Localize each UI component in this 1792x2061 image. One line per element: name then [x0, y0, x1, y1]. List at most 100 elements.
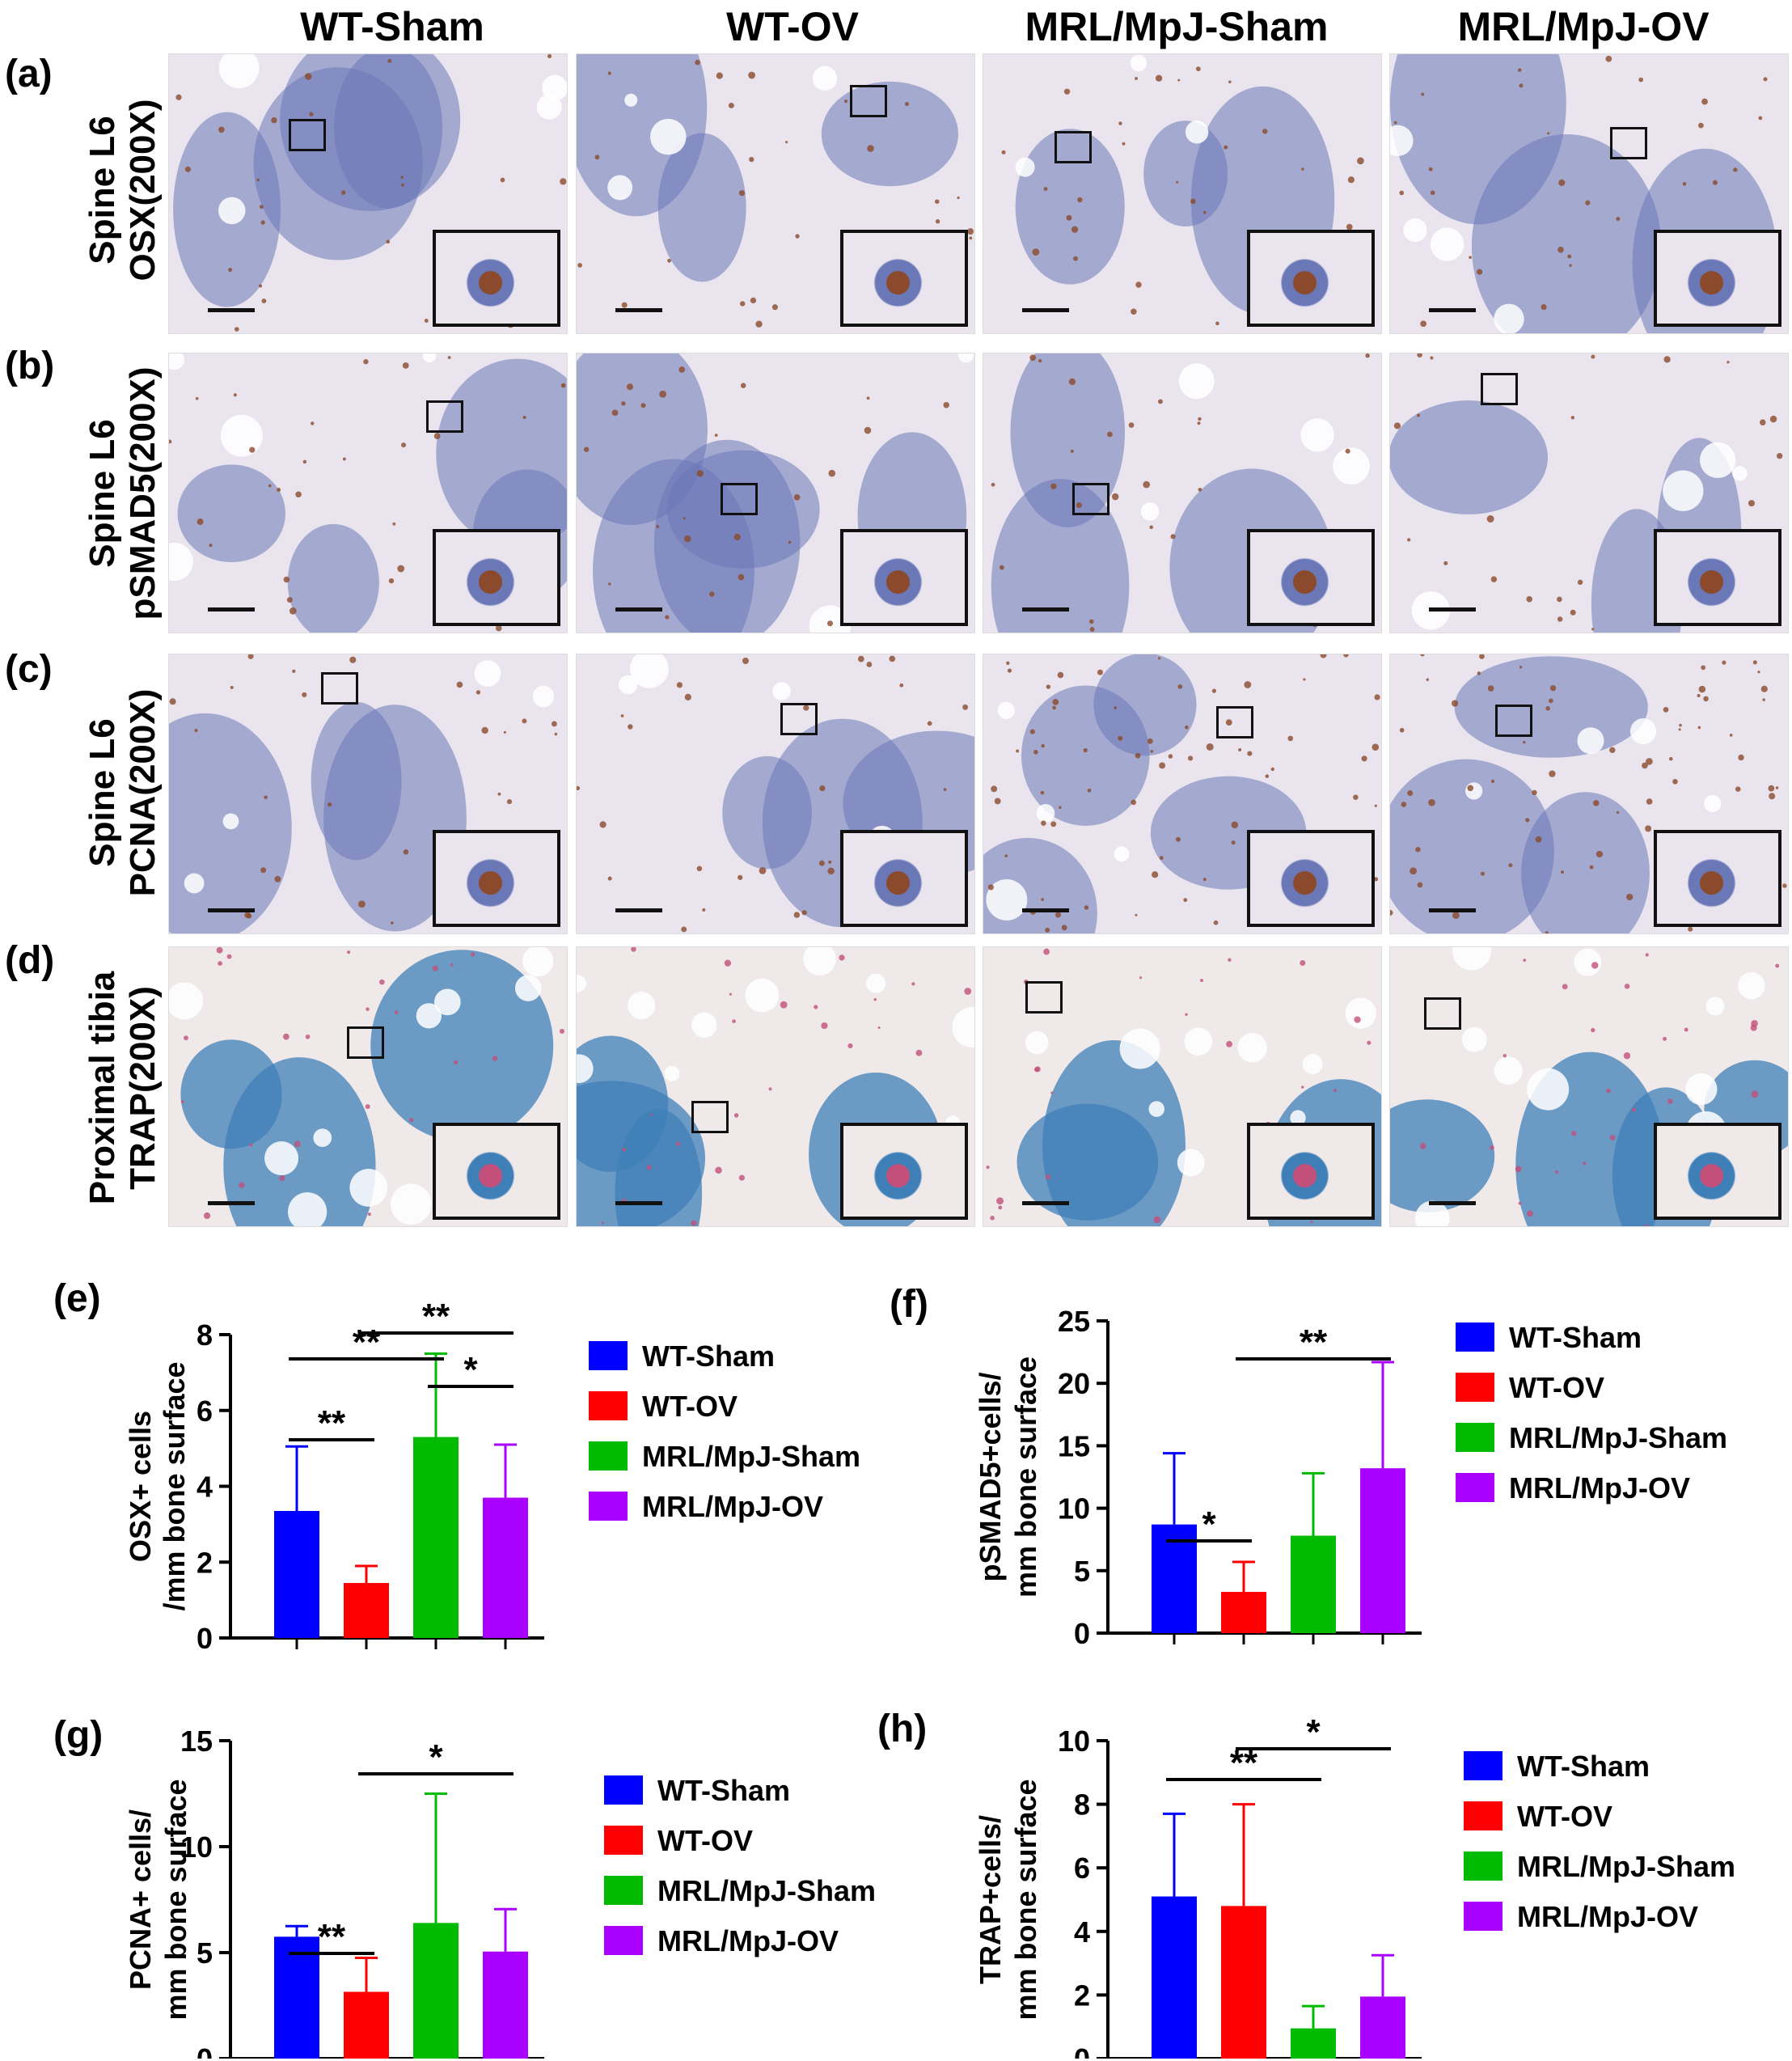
tissue-texture — [991, 353, 1375, 633]
bar-2 — [344, 1991, 389, 2059]
roi-box — [1072, 483, 1109, 515]
significance-label: ** — [318, 1403, 346, 1443]
row-label-psmad5-line1: Spine L6 — [82, 419, 122, 568]
legend-swatch — [589, 1492, 628, 1521]
significance-label: ** — [422, 1297, 450, 1336]
scale-bar — [1429, 607, 1476, 612]
y-tick-label: 25 — [1058, 1305, 1090, 1338]
y-tick-label: 0 — [1074, 2042, 1090, 2059]
legend-swatch — [589, 1441, 628, 1471]
legend-entry: MRL/MpJ-OV — [1517, 1900, 1698, 1933]
y-axis-label-line2: /mm bone surface — [158, 1361, 191, 1610]
magnified-inset — [840, 1123, 968, 1220]
column-title-wt-ov: WT-OV — [726, 4, 859, 49]
chart-h-trap: 0246810***TRAP+cells/mm bone surfaceWT-S… — [974, 1712, 1735, 2059]
magnified-inset — [1247, 529, 1375, 626]
magnified-inset — [1654, 830, 1781, 927]
scale-bar — [615, 607, 662, 612]
row-label-osx: Spine L6 OSX(200X) — [82, 99, 163, 281]
row-label-pcna-line2: PCNA(200X) — [123, 688, 163, 897]
magnified-inset — [1247, 1123, 1375, 1220]
scale-bar — [1022, 908, 1069, 912]
y-tick-label: 8 — [1074, 1788, 1090, 1822]
bar-2 — [1221, 1592, 1266, 1633]
bar-2 — [344, 1583, 389, 1638]
y-tick-label: 0 — [197, 2042, 213, 2059]
tissue-texture — [169, 654, 558, 933]
magnified-inset — [840, 230, 968, 327]
bar-3 — [413, 1923, 459, 2059]
legend-entry: WT-Sham — [657, 1774, 790, 1807]
micrograph-trap-3 — [983, 946, 1382, 1227]
legend-entry: MRL/MpJ-OV — [657, 1924, 839, 1957]
significance-label: * — [1202, 1504, 1216, 1544]
y-tick-label: 10 — [1058, 1492, 1090, 1526]
magnified-inset — [1654, 1123, 1781, 1220]
magnified-inset — [1247, 230, 1375, 327]
tissue-texture — [1001, 54, 1376, 326]
scale-bar — [208, 1201, 255, 1205]
magnified-inset — [1247, 830, 1375, 927]
bar-1 — [274, 1510, 319, 1638]
bar-1 — [1152, 1896, 1197, 2059]
micrograph-trap-1 — [168, 946, 568, 1227]
column-title-wt-sham: WT-Sham — [300, 4, 484, 49]
bar-3 — [1291, 1535, 1336, 1633]
scale-bar — [208, 908, 255, 912]
significance-label: ** — [353, 1323, 381, 1362]
y-tick-label: 5 — [1074, 1555, 1090, 1588]
y-axis-label-line1: pSMAD5+cells/ — [974, 1372, 1007, 1581]
y-tick-label: 6 — [197, 1394, 213, 1428]
roi-box — [321, 672, 358, 705]
magnified-inset — [840, 529, 968, 626]
magnified-inset — [433, 230, 560, 327]
y-axis-label-line1: OSX+ cells — [124, 1411, 157, 1562]
roi-box — [780, 703, 818, 735]
legend-swatch — [604, 1876, 643, 1905]
tissue-texture — [1390, 654, 1787, 933]
bar-2 — [1221, 1906, 1266, 2059]
magnified-inset — [1654, 230, 1781, 327]
scale-bar — [615, 908, 662, 912]
y-axis-label-line1: PCNA+ cells/ — [124, 1809, 157, 1990]
micrograph-psmad5-2 — [576, 353, 975, 633]
roi-box — [721, 483, 758, 515]
scale-bar — [1429, 908, 1476, 912]
row-letter-c: (c) — [5, 648, 53, 691]
legend-swatch — [1464, 1751, 1502, 1780]
tissue-texture — [173, 54, 567, 332]
scale-bar — [615, 308, 662, 312]
bar-4 — [483, 1951, 528, 2059]
roi-box — [850, 85, 887, 117]
roi-box — [1610, 127, 1647, 159]
legend-swatch — [1456, 1373, 1494, 1402]
y-axis-label-line2: mm bone surface — [159, 1779, 192, 2020]
significance-label: * — [1306, 1712, 1321, 1752]
y-tick-label: 15 — [180, 1725, 213, 1758]
significance-label: * — [463, 1350, 478, 1390]
legend-entry: WT-OV — [657, 1824, 753, 1857]
scale-bar — [615, 1201, 662, 1205]
row-label-osx-line1: Spine L6 — [82, 116, 122, 265]
legend-swatch — [604, 1826, 643, 1855]
row-label-trap: Proximal tibia TRAP(200X) — [82, 971, 163, 1205]
row-label-psmad5-line2: pSMAD5(200X) — [123, 366, 163, 620]
row-label-trap-line1: Proximal tibia — [82, 971, 122, 1205]
legend-swatch — [1464, 1801, 1502, 1830]
y-tick-label: 6 — [1074, 1852, 1090, 1885]
micrograph-osx-4 — [1389, 53, 1789, 334]
micrograph-osx-3 — [983, 53, 1382, 334]
legend-swatch — [589, 1391, 628, 1420]
bar-3 — [1291, 2028, 1336, 2059]
scale-bar — [1022, 1201, 1069, 1205]
micrograph-psmad5-4 — [1389, 353, 1789, 633]
row-label-psmad5: Spine L6 pSMAD5(200X) — [82, 367, 163, 620]
row-letter-d: (d) — [5, 939, 55, 982]
legend-entry: WT-OV — [1517, 1800, 1612, 1833]
legend-swatch — [1464, 1902, 1502, 1931]
micrograph-osx-2 — [576, 53, 975, 334]
legend-entry: MRL/MpJ-Sham — [1517, 1850, 1735, 1883]
y-tick-label: 20 — [1058, 1367, 1090, 1400]
y-axis-label-line2: mm bone surface — [1009, 1356, 1042, 1598]
